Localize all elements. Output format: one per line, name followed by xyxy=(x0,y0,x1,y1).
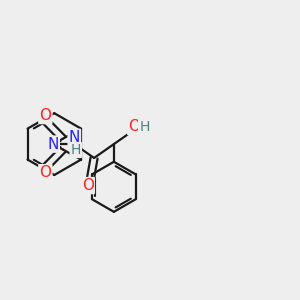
Text: N: N xyxy=(47,136,59,152)
Text: O: O xyxy=(128,119,140,134)
Text: O: O xyxy=(39,108,51,123)
Text: O: O xyxy=(82,178,94,193)
Text: N: N xyxy=(69,130,80,145)
Text: H: H xyxy=(70,143,81,157)
Text: H: H xyxy=(139,120,149,134)
Text: O: O xyxy=(39,165,51,180)
